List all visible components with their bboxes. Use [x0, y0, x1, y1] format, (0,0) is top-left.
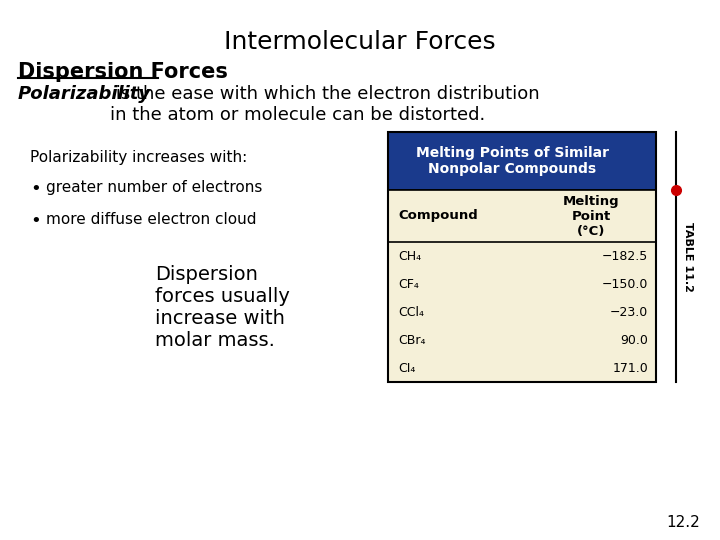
Text: Melting Points of Similar
Nonpolar Compounds: Melting Points of Similar Nonpolar Compo…: [415, 146, 608, 176]
Text: CBr₄: CBr₄: [398, 334, 426, 347]
Text: TABLE 11.2: TABLE 11.2: [683, 222, 693, 292]
Text: 12.2: 12.2: [666, 515, 700, 530]
Bar: [388, 132, 656, 382]
Text: Melting
Point
(°C): Melting Point (°C): [563, 194, 619, 238]
Text: •: •: [30, 180, 41, 198]
Bar: [388, 132, 656, 190]
Text: 90.0: 90.0: [620, 334, 648, 347]
Text: −23.0: −23.0: [610, 306, 648, 319]
Text: Polarizability increases with:: Polarizability increases with:: [30, 150, 247, 165]
Text: Intermolecular Forces: Intermolecular Forces: [224, 30, 496, 54]
Text: Dispersion
forces usually
increase with
molar mass.: Dispersion forces usually increase with …: [155, 265, 290, 350]
Text: CI₄: CI₄: [398, 361, 415, 375]
Text: CCl₄: CCl₄: [398, 306, 424, 319]
Text: Compound: Compound: [398, 210, 478, 222]
Text: Polarizability: Polarizability: [18, 85, 151, 103]
Text: −182.5: −182.5: [602, 249, 648, 262]
Text: greater number of electrons: greater number of electrons: [46, 180, 262, 195]
Text: −150.0: −150.0: [602, 278, 648, 291]
Text: Dispersion Forces: Dispersion Forces: [18, 62, 228, 82]
Text: is the ease with which the electron distribution
in the atom or molecule can be : is the ease with which the electron dist…: [110, 85, 539, 124]
Text: more diffuse electron cloud: more diffuse electron cloud: [46, 212, 256, 227]
Text: CF₄: CF₄: [398, 278, 419, 291]
Text: 171.0: 171.0: [612, 361, 648, 375]
Text: •: •: [30, 212, 41, 230]
Bar: [388, 190, 656, 382]
Text: CH₄: CH₄: [398, 249, 421, 262]
